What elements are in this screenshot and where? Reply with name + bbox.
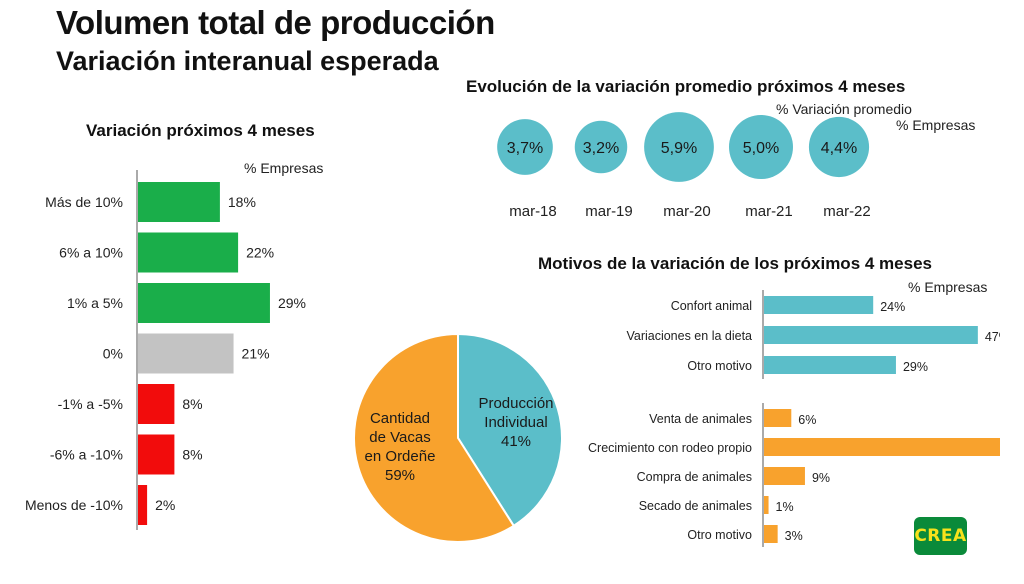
motives-value-label: 3% <box>785 529 803 543</box>
motives-category-label: Otro motivo <box>687 528 752 542</box>
motives-value-label: 6% <box>798 413 816 427</box>
evolution-legend-companies: % Empresas <box>896 117 976 133</box>
evolution-category-label: mar-22 <box>823 203 871 220</box>
pie-slice-label: 59% <box>385 467 415 484</box>
variation-bar-chart: Más de 10% 18% 6% a 10% 22% 1% a 5% 29% 0% 21% -… <box>25 170 306 530</box>
variation-value-label: 8% <box>182 447 202 463</box>
motives-category-label: Variaciones en la dieta <box>626 329 752 343</box>
variation-bar <box>138 384 175 424</box>
variation-value-label: 18% <box>228 194 256 210</box>
motives-bar <box>764 326 978 344</box>
motives-bar <box>764 356 896 374</box>
crea-logo: CREA <box>914 517 967 555</box>
motives-category-label: Otro motivo <box>687 359 752 373</box>
pie-slice-label: Producción <box>478 395 553 412</box>
motives-bar <box>764 525 778 543</box>
variation-value-label: 21% <box>242 346 270 362</box>
variation-category-label: 1% a 5% <box>67 295 123 311</box>
evolution-value-label: 3,7% <box>507 140 543 157</box>
evolution-category-label: mar-21 <box>745 203 793 220</box>
variation-category-label: Más de 10% <box>45 194 123 210</box>
variation-bar <box>138 434 175 475</box>
evolution-category-label: mar-18 <box>509 203 557 220</box>
motives-bar <box>764 467 805 485</box>
evolution-bubble <box>808 116 870 178</box>
pie-slice-label: 41% <box>501 433 531 450</box>
motives-bar <box>764 409 792 427</box>
variation-value-label: 22% <box>246 245 274 261</box>
variation-value-label: 8% <box>182 396 202 412</box>
motives-chart-unit: % Empresas <box>908 279 988 295</box>
motives-bar <box>764 438 1000 456</box>
motives-category-label: Secado de animales <box>639 499 752 513</box>
pie-slice-label: Cantidad <box>370 410 430 427</box>
motives-category-label: Crecimiento con rodeo propio <box>588 441 752 455</box>
variation-category-label: -6% a -10% <box>50 447 123 463</box>
variation-value-label: 29% <box>278 295 306 311</box>
evolution-value-label: 3,2% <box>583 140 619 157</box>
motives-value-label: 9% <box>812 471 830 485</box>
motives-value-label: 1% <box>776 500 794 514</box>
motives-value-label: 29% <box>903 360 928 374</box>
crea-logo-text: CREA <box>914 526 967 546</box>
variation-bar <box>138 333 234 374</box>
evolution-category-label: mar-20 <box>663 203 711 220</box>
variation-value-label: 2% <box>155 497 175 513</box>
evolution-bubble-chart: 3,7% mar-18 3,2% mar-19 5,9% mar-20 5,0% mar-21… <box>497 112 871 220</box>
motives-bar <box>764 496 769 514</box>
evolution-bubble <box>497 119 553 175</box>
evolution-bubble <box>729 115 793 179</box>
variation-category-label: 6% a 10% <box>59 245 123 261</box>
variation-category-label: 0% <box>103 346 123 362</box>
pie-slice-label: de Vacas <box>369 429 430 446</box>
motives-chart-title: Motivos de la variación de los próximos … <box>538 254 932 273</box>
variation-bar <box>138 485 148 525</box>
motives-category-label: Venta de animales <box>649 412 752 426</box>
motives-bar-chart: Confort animal 24% Variaciones en la dieta… <box>588 290 1000 547</box>
variation-category-label: Menos de -10% <box>25 497 123 513</box>
page-subtitle: Variación interanual esperada <box>56 46 439 76</box>
motives-category-label: Compra de animales <box>637 470 752 484</box>
evolution-chart-title: Evolución de la variación promedio próxi… <box>466 77 906 96</box>
production-pie-chart: Producción Individual 41% Cantidad de Vacas e… <box>353 332 563 543</box>
variation-chart-title: Variación próximos 4 meses <box>86 121 315 140</box>
evolution-bubble <box>574 120 628 174</box>
motives-category-label: Confort animal <box>671 299 752 313</box>
variation-category-label: -1% a -5% <box>58 396 123 412</box>
evolution-value-label: 5,9% <box>661 140 697 157</box>
variation-bar <box>138 283 270 323</box>
evolution-bubble <box>644 112 714 182</box>
motives-value-label: 47% <box>985 330 1000 344</box>
pie-slice-label: Individual <box>484 414 547 431</box>
evolution-legend-variation: % Variación promedio <box>776 101 912 117</box>
variation-bar <box>138 182 220 222</box>
pie-slice-label: en Ordeñe <box>365 448 436 465</box>
evolution-category-label: mar-19 <box>585 203 633 220</box>
variation-chart-unit: % Empresas <box>244 160 324 176</box>
page-title: Volumen total de producción <box>56 4 495 41</box>
pie-slice <box>353 332 516 543</box>
motives-bar <box>764 296 874 314</box>
motives-value-label: 24% <box>880 300 905 314</box>
evolution-value-label: 5,0% <box>743 140 779 157</box>
evolution-value-label: 4,4% <box>821 140 857 157</box>
variation-bar <box>138 232 239 273</box>
